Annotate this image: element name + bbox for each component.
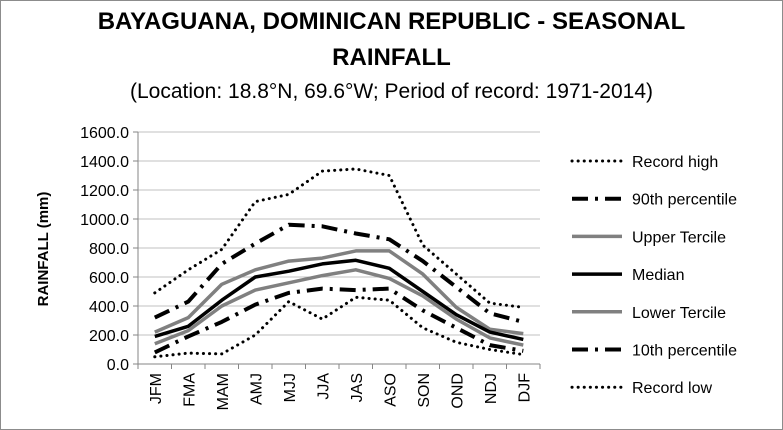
y-tick-label: 600.0 [89,270,129,287]
chart-title-line2: RAINFALL [332,44,451,71]
series-line-90th-percentile [153,222,524,324]
legend-label-lower-tercile: Lower Tercile [632,305,726,322]
y-tick-label: 400.0 [89,299,129,316]
series-line-10th-percentile [153,286,524,355]
x-tick-label-djf: DJF [516,373,533,403]
series-lines [153,167,525,359]
gridlines [138,131,540,336]
axes [133,131,541,369]
x-tick-label-amj: AMJ [248,373,265,405]
series-line-upper-tercile [154,249,524,336]
y-tick-label: 1000.0 [80,212,129,229]
legend-label-median: Median [632,267,684,284]
series-line-record-high [153,167,525,309]
series-line-record-low [153,295,525,359]
y-axis-label: RAINFALL (mm) [35,192,52,307]
y-tick-label: 800.0 [89,241,129,258]
y-tick-label: 0.0 [107,357,129,374]
x-tick-label-mjj: MJJ [282,373,299,402]
y-tick-label: 1200.0 [80,183,129,200]
y-tick-label: 1400.0 [80,154,129,171]
series-line-median [154,258,524,342]
series-line-lower-tercile [154,268,524,347]
y-tick-label: 1600.0 [80,125,129,142]
y-tick-label: 200.0 [89,328,129,345]
legend-label-record-high: Record high [632,154,718,171]
x-tick-label-jas: JAS [349,373,366,402]
x-tick-label-ndj: NDJ [483,373,500,404]
x-tick-label-jja: JJA [315,373,332,400]
legend-label-upper-tercile: Upper Tercile [632,229,726,246]
chart-subtitle: (Location: 18.8°N, 69.6°W; Period of rec… [129,80,654,103]
x-tick-label-mam: MAM [215,373,232,410]
x-tick-label-jfm: JFM [148,373,165,404]
legend-label-90th-percentile: 90th percentile [632,192,737,209]
x-tick-label-fma: FMA [181,373,198,407]
legend: Record high 90th percentile Upper Tercile M… [570,154,737,397]
legend-label-record-low: Record low [632,380,712,397]
x-tick-labels: JFM FMA MAM AMJ MJJ JJA JAS ASO SON OND NDJ DJF [148,373,534,411]
y-tick-labels: 1600.0 1400.0 1200.0 1000.0 800.0 600.0 400.0 2… [80,125,129,374]
x-tick-label-son: SON [416,373,433,408]
chart-title-line1: BAYAGUANA, DOMINICAN REPUBLIC - SEASONAL [97,8,686,35]
legend-label-10th-percentile: 10th percentile [632,343,737,360]
x-tick-label-aso: ASO [382,373,399,407]
x-tick-label-ond: OND [449,373,466,409]
